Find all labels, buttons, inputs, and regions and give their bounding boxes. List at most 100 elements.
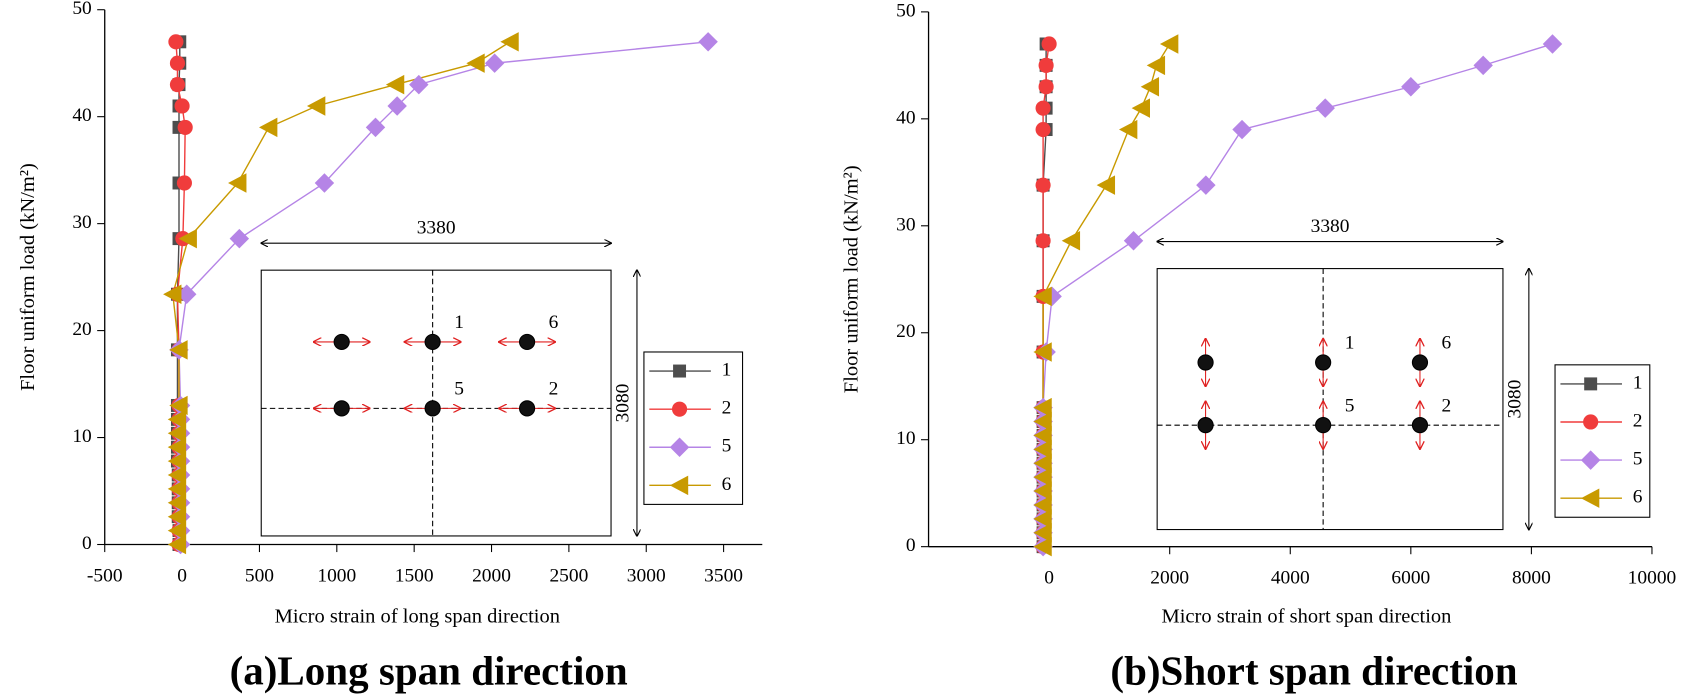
dimension-label: 3380 [417, 218, 456, 239]
legend-label: 1 [722, 360, 732, 381]
gauge [1197, 354, 1214, 371]
legend [1554, 364, 1651, 518]
x-tick-label: 2500 [549, 565, 588, 586]
gauge-label: 1 [454, 312, 464, 333]
gauge [1197, 417, 1214, 434]
gauge-label: 5 [454, 378, 464, 399]
x-tick-label: 3000 [627, 565, 666, 586]
marker [169, 55, 186, 71]
gauge-label: 1 [1345, 333, 1355, 354]
legend-label: 2 [1633, 410, 1643, 431]
x-tick-label: 10000 [1628, 568, 1677, 589]
marker [1118, 119, 1138, 140]
y-tick-label: 20 [896, 321, 915, 342]
marker [1096, 175, 1116, 195]
marker [1035, 177, 1051, 193]
marker [174, 98, 190, 114]
marker [1033, 286, 1052, 307]
legend-label: 6 [1633, 487, 1643, 508]
marker [167, 409, 187, 430]
marker [1315, 98, 1335, 118]
gauge-label: 6 [549, 312, 559, 333]
marker [1159, 34, 1179, 54]
dimension-label: 3080 [1504, 380, 1525, 419]
y-tick-label: 20 [72, 319, 91, 340]
marker [1123, 231, 1144, 251]
marker [1038, 57, 1054, 73]
x-axis-label: Micro strain of short span direction [1161, 606, 1451, 628]
marker [1033, 453, 1052, 473]
gauge [1315, 354, 1332, 371]
marker [167, 506, 187, 527]
legend-label: 2 [722, 398, 732, 419]
marker [1033, 481, 1052, 501]
y-tick-label: 40 [72, 105, 91, 126]
marker [385, 74, 405, 95]
y-tick-label: 30 [896, 214, 915, 235]
marker [1584, 377, 1598, 391]
marker [1033, 425, 1052, 446]
marker [698, 32, 718, 52]
marker [1232, 119, 1252, 140]
y-tick-label: 0 [906, 535, 916, 556]
marker [1035, 233, 1051, 249]
marker [1583, 414, 1599, 430]
gauge [424, 333, 441, 351]
marker [1033, 523, 1052, 543]
marker [177, 119, 193, 135]
marker [1035, 121, 1051, 138]
marker [169, 340, 188, 360]
marker [176, 175, 192, 191]
x-tick-label: 0 [177, 565, 187, 586]
y-tick-label: 50 [896, 0, 915, 21]
marker [500, 32, 519, 52]
marker [1033, 495, 1052, 515]
y-axis-label: Floor uniform load (kN/m²) [841, 165, 863, 393]
y-tick-label: 10 [72, 426, 91, 447]
y-axis-label: Floor uniform load (kN/m²) [17, 163, 39, 391]
legend-label: 6 [722, 474, 732, 495]
marker [167, 479, 187, 499]
marker [1131, 98, 1151, 118]
y-tick-label: 10 [896, 428, 915, 449]
gauge [518, 333, 536, 351]
marker [1033, 536, 1052, 557]
marker [466, 53, 485, 73]
marker [314, 173, 335, 193]
marker [168, 34, 184, 50]
gauge-label: 2 [1442, 395, 1452, 416]
series-line [1042, 43, 1171, 547]
gauge [333, 400, 350, 417]
gauge-label: 5 [1345, 395, 1355, 416]
marker [1033, 467, 1052, 487]
x-tick-label: 1000 [317, 565, 356, 586]
marker [1473, 55, 1493, 76]
gauge-label: 2 [549, 378, 559, 399]
marker [163, 284, 182, 304]
gauge-label: 6 [1442, 333, 1452, 354]
x-tick-label: 500 [245, 565, 274, 586]
inset-box [1156, 268, 1504, 531]
marker [167, 437, 187, 457]
marker [167, 465, 187, 485]
legend-label: 1 [1633, 372, 1643, 393]
x-tick-label: 3500 [704, 565, 743, 586]
marker [1401, 77, 1421, 97]
caption: (b)Short span direction [1110, 648, 1517, 694]
legend-label: 5 [1633, 449, 1643, 470]
marker [1038, 79, 1054, 95]
x-tick-label: 2000 [472, 565, 511, 586]
y-tick-label: 0 [82, 533, 92, 554]
gauge [333, 333, 350, 351]
marker [1196, 175, 1216, 195]
y-tick-label: 50 [72, 0, 91, 19]
y-tick-label: 30 [72, 212, 91, 233]
gauge [1411, 354, 1429, 371]
x-axis-label: Micro strain of long span direction [275, 606, 560, 628]
marker [167, 493, 187, 513]
marker [1035, 100, 1051, 116]
marker [1033, 439, 1052, 460]
x-tick-label: 2000 [1150, 568, 1189, 589]
marker [169, 77, 186, 93]
